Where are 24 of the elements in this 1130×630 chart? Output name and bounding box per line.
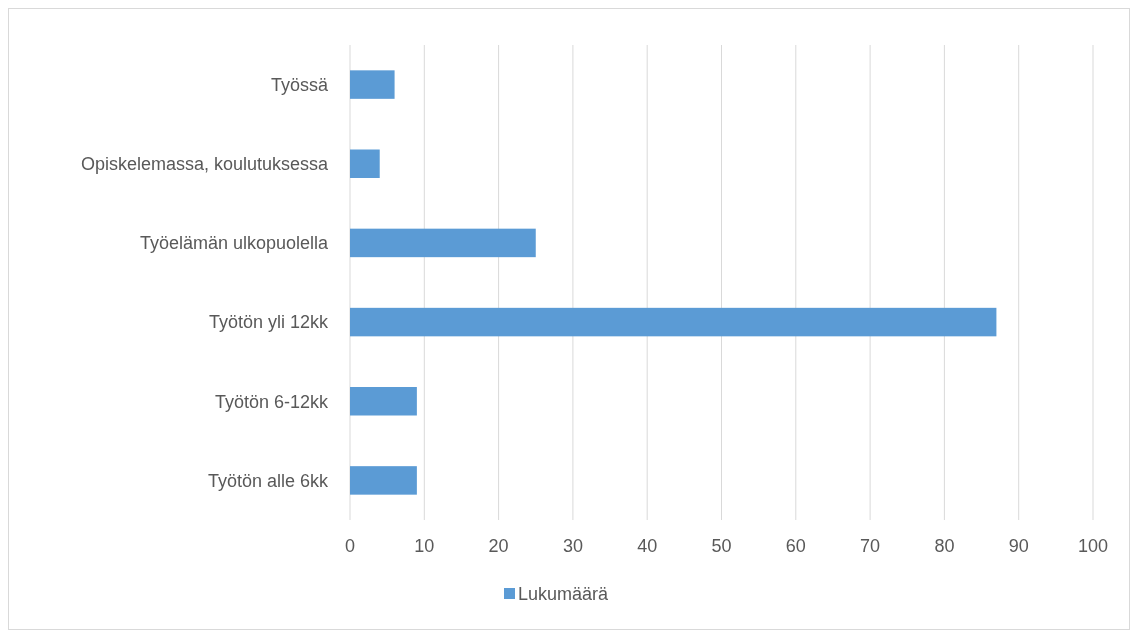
x-tick-label: 80	[934, 536, 955, 556]
x-tick-label: 10	[414, 536, 435, 556]
y-tick-label: Työtön yli 12kk	[208, 312, 329, 333]
y-tick-label: Työelämän ulkopuolella	[139, 233, 329, 254]
x-tick-label: 90	[1008, 536, 1029, 556]
x-tick-label: 20	[488, 536, 509, 556]
x-tick-label: 50	[711, 536, 732, 556]
x-tick-label: 0	[344, 536, 356, 556]
y-tick-label: Työtön alle 6kk	[207, 470, 329, 491]
x-tick-label: 30	[562, 536, 583, 556]
bar	[350, 228, 536, 258]
y-tick-label: Työtön 6-12kk	[214, 391, 329, 412]
y-tick-label: Opiskelemassa, koulutuksessa	[80, 154, 329, 175]
bar	[350, 307, 997, 337]
bar	[350, 466, 417, 495]
y-tick-label: Työssä	[270, 74, 329, 95]
bar	[350, 149, 380, 178]
legend-label: Lukumäärä	[518, 584, 610, 605]
x-tick-label: 70	[860, 536, 881, 556]
x-tick-label: 60	[785, 536, 806, 556]
bar	[350, 387, 417, 416]
x-tick-label: 100	[1077, 536, 1109, 556]
bar	[350, 70, 395, 99]
x-tick-label: 40	[637, 536, 658, 556]
